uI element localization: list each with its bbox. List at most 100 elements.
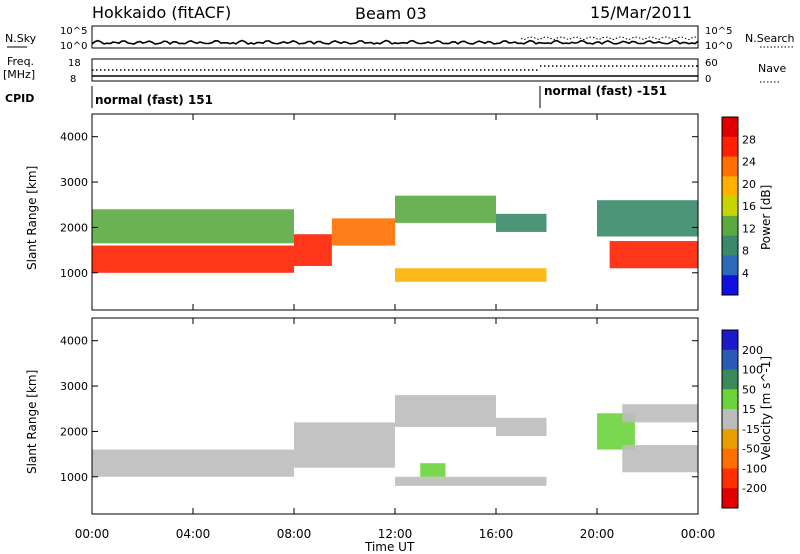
data-region bbox=[622, 404, 698, 423]
data-region bbox=[395, 195, 496, 223]
y-tick-label: 4000 bbox=[60, 335, 88, 348]
velocity-y-axis-label: Slant Range [km] bbox=[25, 370, 39, 474]
colorbar-segment bbox=[722, 196, 738, 217]
noise-search-trace bbox=[520, 36, 699, 41]
colorbar-frame bbox=[721, 329, 739, 509]
velocity-heatmap-panel: 1000 2000 3000 4000 Slant Range [km] bbox=[25, 317, 699, 515]
colorbar-tick-label: 20 bbox=[742, 178, 756, 191]
colorbar-segment bbox=[722, 235, 738, 256]
x-tick-label: 12:00 bbox=[378, 527, 413, 541]
power-colorbar: 28 24 20 16 12 8 4 bbox=[721, 116, 756, 296]
velocity-colorbar: 200 100 50 15 -15 -50 -100 -200 bbox=[721, 329, 767, 509]
x-tick-label: 00:00 bbox=[681, 527, 716, 541]
data-region bbox=[92, 449, 294, 477]
colorbar-segment bbox=[722, 369, 738, 390]
colorbar-segment bbox=[722, 488, 738, 509]
data-region bbox=[294, 422, 395, 468]
time-axis-ticks: 00:00 04:00 08:00 12:00 16:00 20:00 00:00 bbox=[75, 114, 716, 541]
x-tick-label: 04:00 bbox=[176, 527, 211, 541]
colorbar-segment bbox=[722, 156, 738, 177]
station-title: Hokkaido (fitACF) bbox=[92, 3, 231, 22]
time-axis-label: Time UT bbox=[364, 540, 415, 554]
colorbar-segment bbox=[722, 349, 738, 371]
nave-label: Nave bbox=[758, 62, 786, 75]
nsky-label: N.Sky bbox=[5, 32, 37, 45]
freq-label: Freq. bbox=[7, 55, 34, 68]
colorbar-tick-label: 24 bbox=[742, 156, 756, 169]
data-region bbox=[294, 234, 332, 266]
colorbar-tick-label: -100 bbox=[742, 462, 767, 475]
power-heatmap-panel: 1000 2000 3000 4000 Slant Range [km] bbox=[25, 113, 699, 311]
data-region bbox=[395, 395, 496, 427]
y-tick-label: 3000 bbox=[60, 176, 88, 189]
power-colorbar-label: Power [dB] bbox=[759, 185, 773, 250]
velocity-data-regions bbox=[92, 395, 698, 486]
cpid-segment-2: normal (fast) -151 bbox=[544, 84, 667, 98]
data-region bbox=[597, 200, 698, 237]
colorbar-segment bbox=[722, 275, 738, 296]
colorbar-segment bbox=[722, 215, 738, 237]
colorbar-segment bbox=[722, 176, 738, 197]
colorbar-tick-label: -15 bbox=[742, 423, 760, 436]
nsearch-tick-low: 10^0 bbox=[705, 41, 732, 52]
colorbar-tick-label: -50 bbox=[742, 443, 760, 456]
y-tick-label: 2000 bbox=[60, 221, 88, 234]
colorbar-tick-label: 200 bbox=[742, 344, 763, 357]
velocity-y-ticks: 1000 2000 3000 4000 bbox=[60, 335, 698, 484]
power-y-ticks: 1000 2000 3000 4000 bbox=[60, 131, 698, 280]
data-region bbox=[420, 463, 446, 477]
colorbar-tick-label: 15 bbox=[742, 403, 756, 416]
noise-sky-trace bbox=[91, 39, 699, 45]
colorbar-segment bbox=[722, 117, 738, 138]
velocity-colorbar-label: Velocity [m s^-1] bbox=[759, 356, 773, 460]
date-title: 15/Mar/2011 bbox=[590, 3, 692, 22]
y-tick-label: 2000 bbox=[60, 425, 88, 438]
colorbar-tick-label: -200 bbox=[742, 482, 767, 495]
data-region bbox=[92, 245, 294, 273]
colorbar-tick-label: 100 bbox=[742, 364, 763, 377]
data-region bbox=[92, 209, 294, 244]
freq-tick-low: 8 bbox=[70, 74, 76, 85]
cpid-label: CPID bbox=[5, 92, 34, 105]
data-region bbox=[395, 268, 547, 282]
x-tick-label: 20:00 bbox=[580, 527, 615, 541]
nsearch-label: N.Search bbox=[745, 32, 795, 45]
noise-panel: N.Sky 10^5 10^0 10^5 10^0 N.Search bbox=[5, 25, 795, 52]
y-tick-label: 4000 bbox=[60, 131, 88, 144]
colorbar-segment bbox=[722, 389, 738, 410]
data-region bbox=[496, 417, 547, 436]
cpid-panel: CPID normal (fast) 151 normal (fast) -15… bbox=[5, 84, 667, 108]
x-tick-label: 00:00 bbox=[75, 527, 110, 541]
data-region bbox=[622, 445, 698, 473]
y-tick-label: 3000 bbox=[60, 380, 88, 393]
x-tick-label: 08:00 bbox=[277, 527, 312, 541]
beam-title: Beam 03 bbox=[355, 4, 427, 23]
colorbar-tick-label: 50 bbox=[742, 383, 756, 396]
y-tick-label: 1000 bbox=[60, 471, 88, 484]
colorbar-frame bbox=[721, 116, 739, 296]
nsky-tick-high: 10^5 bbox=[60, 26, 87, 37]
colorbar-tick-label: 28 bbox=[742, 133, 756, 146]
colorbar-segment bbox=[722, 448, 738, 469]
frequency-panel: Freq. [MHz] 18 8 60 0 Nave bbox=[3, 55, 786, 85]
power-data-regions bbox=[92, 195, 698, 282]
power-y-axis-label: Slant Range [km] bbox=[25, 166, 39, 270]
colorbar-tick-label: 12 bbox=[742, 222, 756, 235]
nave-tick-high: 60 bbox=[705, 58, 718, 69]
data-region bbox=[609, 241, 698, 269]
freq-tick-high: 18 bbox=[68, 58, 81, 69]
colorbar-tick-label: 8 bbox=[742, 245, 749, 258]
colorbar-segment bbox=[722, 428, 738, 450]
colorbar-segment bbox=[722, 255, 738, 276]
cpid-segment-1: normal (fast) 151 bbox=[95, 93, 213, 107]
colorbar-segment bbox=[722, 136, 738, 158]
nsearch-tick-high: 10^5 bbox=[705, 26, 732, 37]
colorbar-segment bbox=[722, 409, 738, 430]
x-tick-label: 16:00 bbox=[479, 527, 514, 541]
data-region bbox=[395, 476, 547, 486]
freq-unit-label: [MHz] bbox=[3, 68, 35, 81]
colorbar-segment bbox=[722, 330, 738, 351]
nsky-tick-low: 10^0 bbox=[60, 41, 87, 52]
nave-tick-low: 0 bbox=[705, 74, 711, 85]
